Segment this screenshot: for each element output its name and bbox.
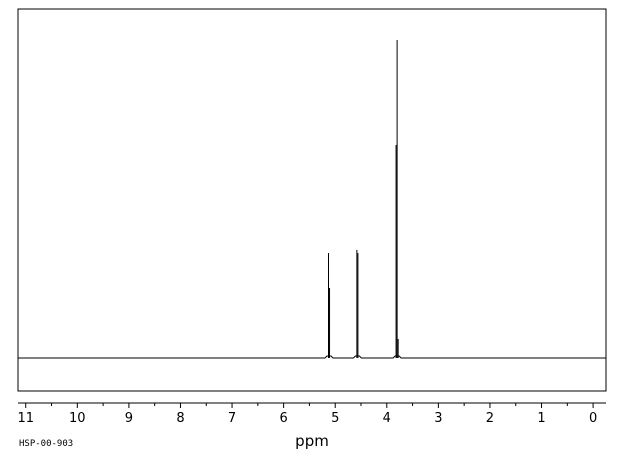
- x-tick-label: 1: [537, 411, 545, 426]
- x-axis-label: ppm: [295, 432, 329, 450]
- spectrum-line: [18, 355, 606, 359]
- x-tick-label: 2: [486, 411, 494, 426]
- x-tick-label: 10: [69, 411, 86, 426]
- x-tick-label: 9: [125, 411, 133, 426]
- x-tick-label: 6: [279, 411, 287, 426]
- x-axis-tick-labels: 11 10 9 8 7 6 5 4 3 2 1 0: [17, 411, 597, 426]
- spectrum-peaks: [328, 40, 399, 358]
- x-tick-label: 11: [17, 411, 34, 426]
- x-tick-label: 8: [176, 411, 184, 426]
- x-tick-label: 5: [331, 411, 339, 426]
- x-tick-label: 3: [434, 411, 442, 426]
- x-tick-label: 0: [589, 411, 597, 426]
- spectrum-code-label: HSP-00-903: [19, 439, 73, 449]
- x-tick-label: 4: [383, 411, 391, 426]
- x-tick-label: 7: [228, 411, 236, 426]
- plot-frame: [17, 8, 607, 392]
- x-axis-ticks: [25, 403, 594, 408]
